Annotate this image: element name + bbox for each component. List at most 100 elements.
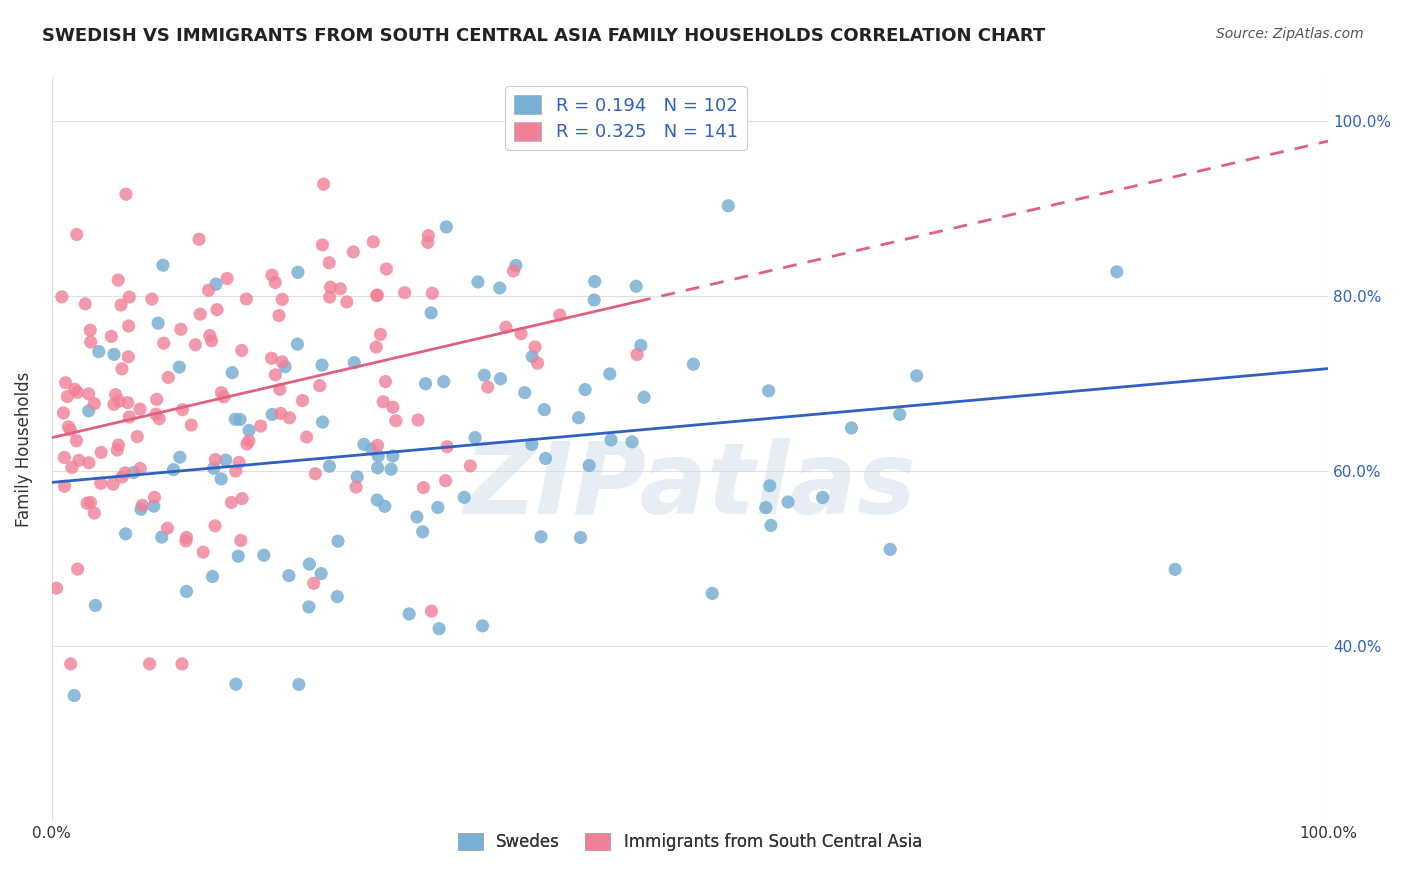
Point: [269, 383, 291, 397]
Point: [110, 298, 132, 312]
Point: [59, 657, 82, 671]
Point: [83, 397, 105, 411]
Point: [225, 677, 247, 691]
Point: [633, 390, 655, 404]
Point: [488, 281, 510, 295]
Point: [583, 293, 606, 307]
Point: [522, 350, 544, 364]
Point: [59, 423, 82, 437]
Point: [260, 268, 283, 282]
Legend: Swedes, Immigrants from South Central Asia: Swedes, Immigrants from South Central As…: [451, 826, 928, 858]
Point: [231, 491, 253, 506]
Point: [169, 450, 191, 465]
Point: [53, 450, 76, 465]
Point: [270, 407, 292, 421]
Point: [287, 265, 309, 279]
Point: [170, 322, 193, 336]
Point: [45, 581, 67, 595]
Point: [416, 235, 439, 250]
Point: [271, 355, 294, 369]
Point: [77, 456, 100, 470]
Point: [198, 328, 221, 343]
Point: [474, 368, 496, 383]
Point: [278, 410, 301, 425]
Point: [221, 495, 243, 509]
Point: [56, 390, 79, 404]
Point: [172, 402, 194, 417]
Point: [205, 277, 228, 292]
Point: [79, 323, 101, 337]
Point: [374, 375, 396, 389]
Point: [309, 566, 332, 581]
Point: [229, 412, 252, 426]
Point: [215, 453, 238, 467]
Point: [436, 440, 458, 454]
Point: [84, 599, 107, 613]
Point: [460, 458, 482, 473]
Point: [204, 519, 226, 533]
Point: [534, 451, 557, 466]
Point: [170, 657, 193, 671]
Point: [65, 434, 87, 448]
Point: [755, 500, 778, 515]
Point: [202, 461, 225, 475]
Point: [361, 235, 384, 249]
Point: [626, 348, 648, 362]
Point: [287, 337, 309, 351]
Point: [381, 400, 404, 414]
Point: [530, 530, 553, 544]
Point: [231, 343, 253, 358]
Point: [311, 238, 333, 252]
Point: [90, 445, 112, 459]
Point: [217, 271, 239, 285]
Point: [318, 459, 340, 474]
Point: [624, 279, 647, 293]
Point: [60, 460, 83, 475]
Point: [574, 383, 596, 397]
Point: [298, 557, 321, 571]
Point: [889, 408, 911, 422]
Point: [103, 347, 125, 361]
Point: [264, 368, 287, 382]
Point: [87, 344, 110, 359]
Point: [526, 356, 548, 370]
Point: [374, 500, 396, 514]
Point: [426, 500, 449, 515]
Point: [385, 414, 408, 428]
Point: [224, 412, 246, 426]
Point: [104, 387, 127, 401]
Point: [152, 336, 174, 351]
Point: [228, 455, 250, 469]
Point: [107, 273, 129, 287]
Point: [394, 285, 416, 300]
Point: [427, 622, 450, 636]
Point: [505, 259, 527, 273]
Point: [118, 290, 141, 304]
Point: [905, 368, 928, 383]
Point: [79, 495, 101, 509]
Point: [145, 392, 167, 407]
Point: [308, 378, 330, 392]
Point: [353, 437, 375, 451]
Point: [51, 290, 73, 304]
Point: [142, 499, 165, 513]
Point: [312, 177, 335, 191]
Point: [758, 384, 780, 398]
Point: [344, 480, 367, 494]
Point: [524, 340, 547, 354]
Point: [420, 604, 443, 618]
Point: [366, 493, 388, 508]
Point: [1105, 265, 1128, 279]
Text: SWEDISH VS IMMIGRANTS FROM SOUTH CENTRAL ASIA FAMILY HOUSEHOLDS CORRELATION CHAR: SWEDISH VS IMMIGRANTS FROM SOUTH CENTRAL…: [42, 27, 1046, 45]
Point: [267, 309, 290, 323]
Point: [274, 359, 297, 374]
Point: [157, 370, 180, 384]
Point: [298, 599, 321, 614]
Point: [776, 495, 799, 509]
Point: [1164, 562, 1187, 576]
Point: [197, 283, 219, 297]
Point: [366, 288, 388, 302]
Point: [418, 228, 440, 243]
Point: [83, 506, 105, 520]
Point: [367, 460, 389, 475]
